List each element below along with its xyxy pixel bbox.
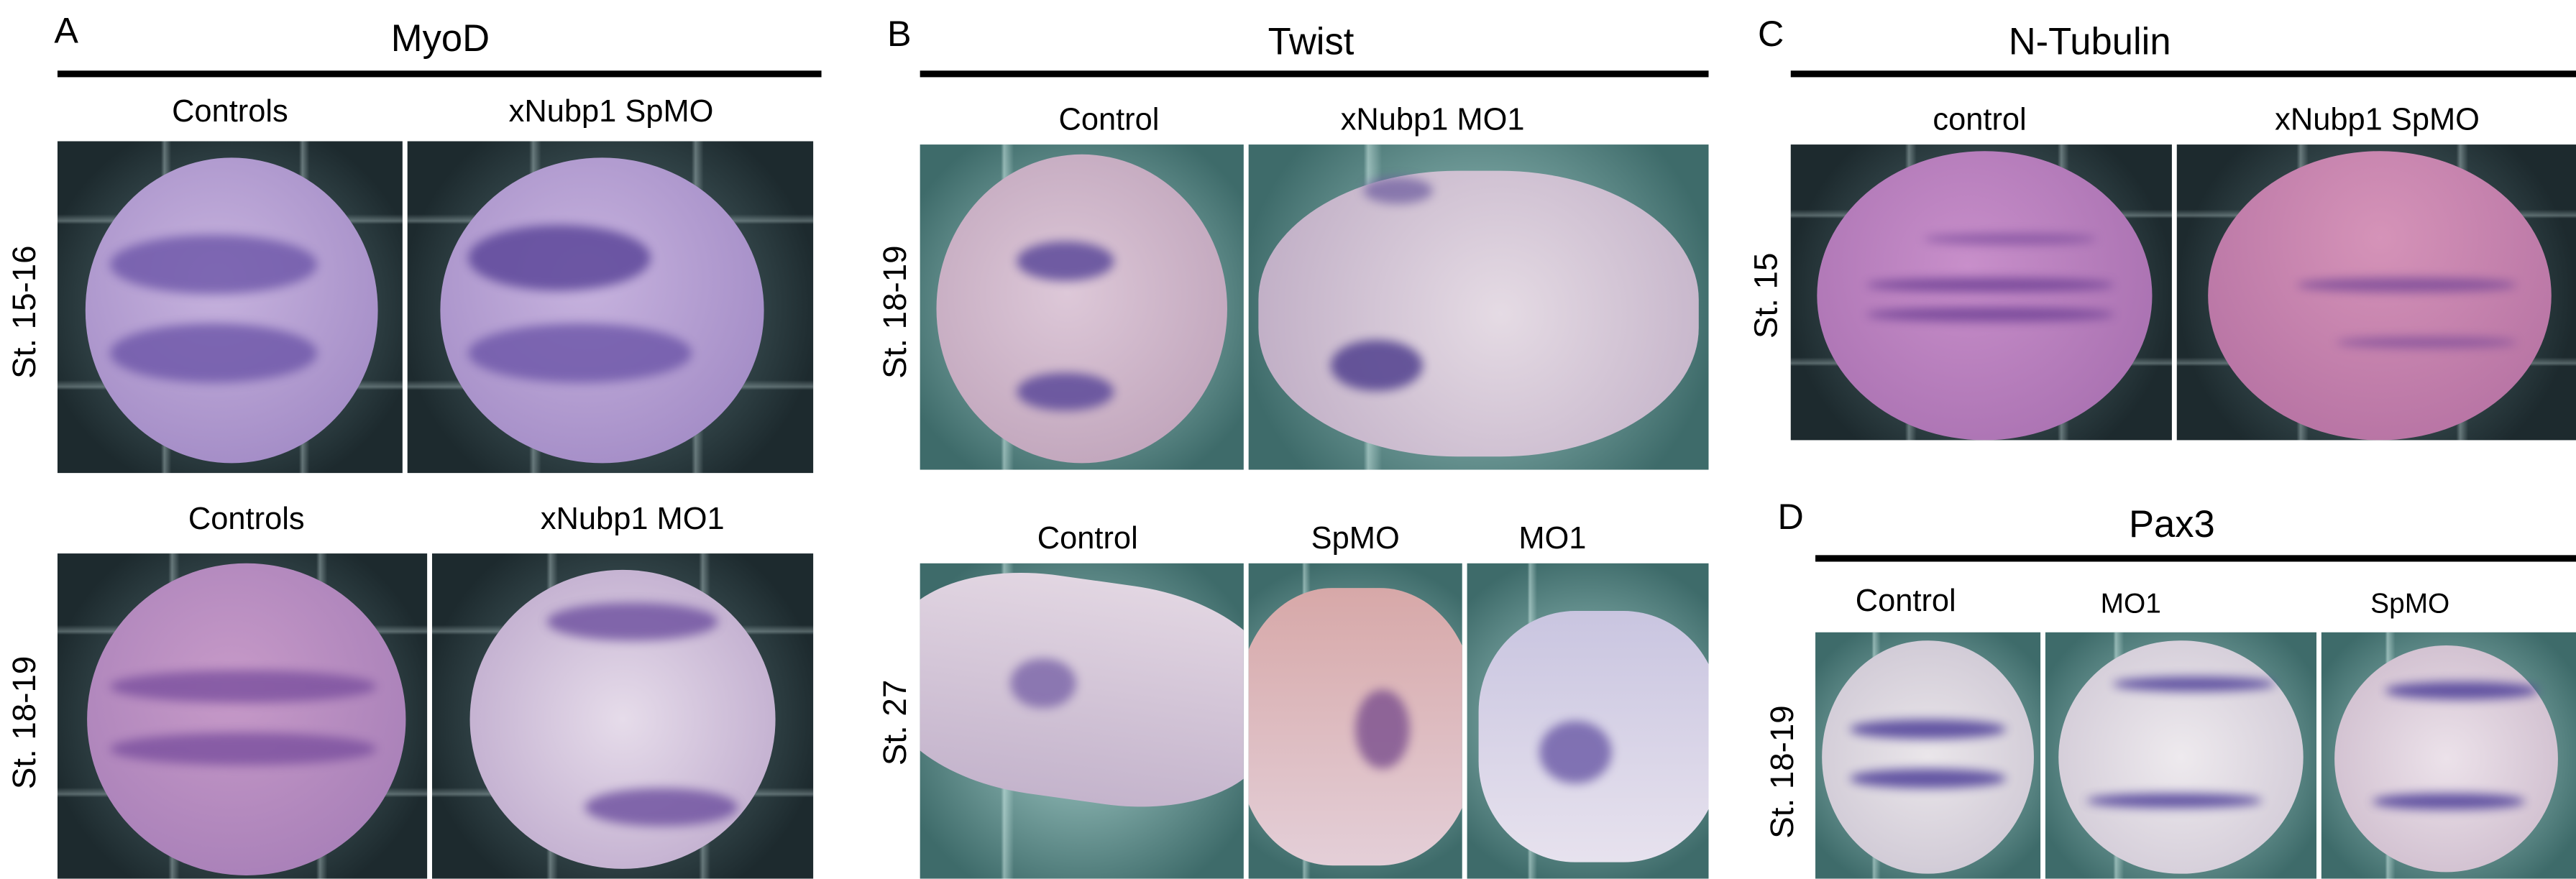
embryo-image [920,563,1244,879]
col-label: Controls [172,95,288,130]
embryo-image [1248,563,1462,879]
col-label: Controls [188,502,305,538]
panel-a-letter: A [54,9,78,51]
embryo-image [57,553,428,879]
embryo-image [1790,144,2172,441]
embryo-image [1815,632,2041,879]
panel-c-gene: N-Tubulin [2008,19,2171,63]
panel-b-gene: Twist [1268,19,1355,63]
col-label: MO1 [2100,588,2161,620]
panel-d-letter: D [1777,496,1804,538]
stage-label: St. 18-19 [878,245,915,379]
col-label: xNubp1 MO1 [1340,103,1525,138]
col-label: xNubp1 SpMO [508,95,714,130]
col-label: control [1933,103,2027,138]
stage-label: St. 27 [878,679,915,766]
panel-c-divider [1790,70,2576,78]
embryo-image [431,553,814,879]
embryo-image [1467,563,1709,879]
embryo-image [2321,632,2576,879]
col-label: Control [1058,103,1160,138]
panel-d-gene: Pax3 [2128,502,2215,546]
stage-label: St. 15-16 [7,245,44,379]
col-label: xNubp1 SpMO [2275,103,2480,138]
embryo-image [407,141,814,474]
embryo-image [920,144,1244,470]
embryo-image [57,141,403,474]
embryo-image [2176,144,2576,441]
panel-b-divider [920,70,1709,78]
stage-label: St. 18-19 [7,655,44,790]
col-label: SpMO [2370,588,2450,620]
col-label: Control [1037,522,1138,557]
embryo-image [1248,144,1709,470]
stage-label: St. 18-19 [1765,705,1802,839]
embryo-image [2045,632,2316,879]
panel-a-divider [57,70,822,78]
stage-label: St. 15 [1748,252,1785,339]
panel-b-letter: B [886,13,912,55]
panel-c-letter: C [1758,13,1784,55]
panel-d-divider [1815,555,2576,562]
col-label: xNubp1 MO1 [540,502,725,538]
panel-a-gene: MyoD [390,16,490,60]
col-label: SpMO [1311,522,1400,557]
col-label: MO1 [1518,522,1587,557]
col-label: Control [1855,584,1956,620]
